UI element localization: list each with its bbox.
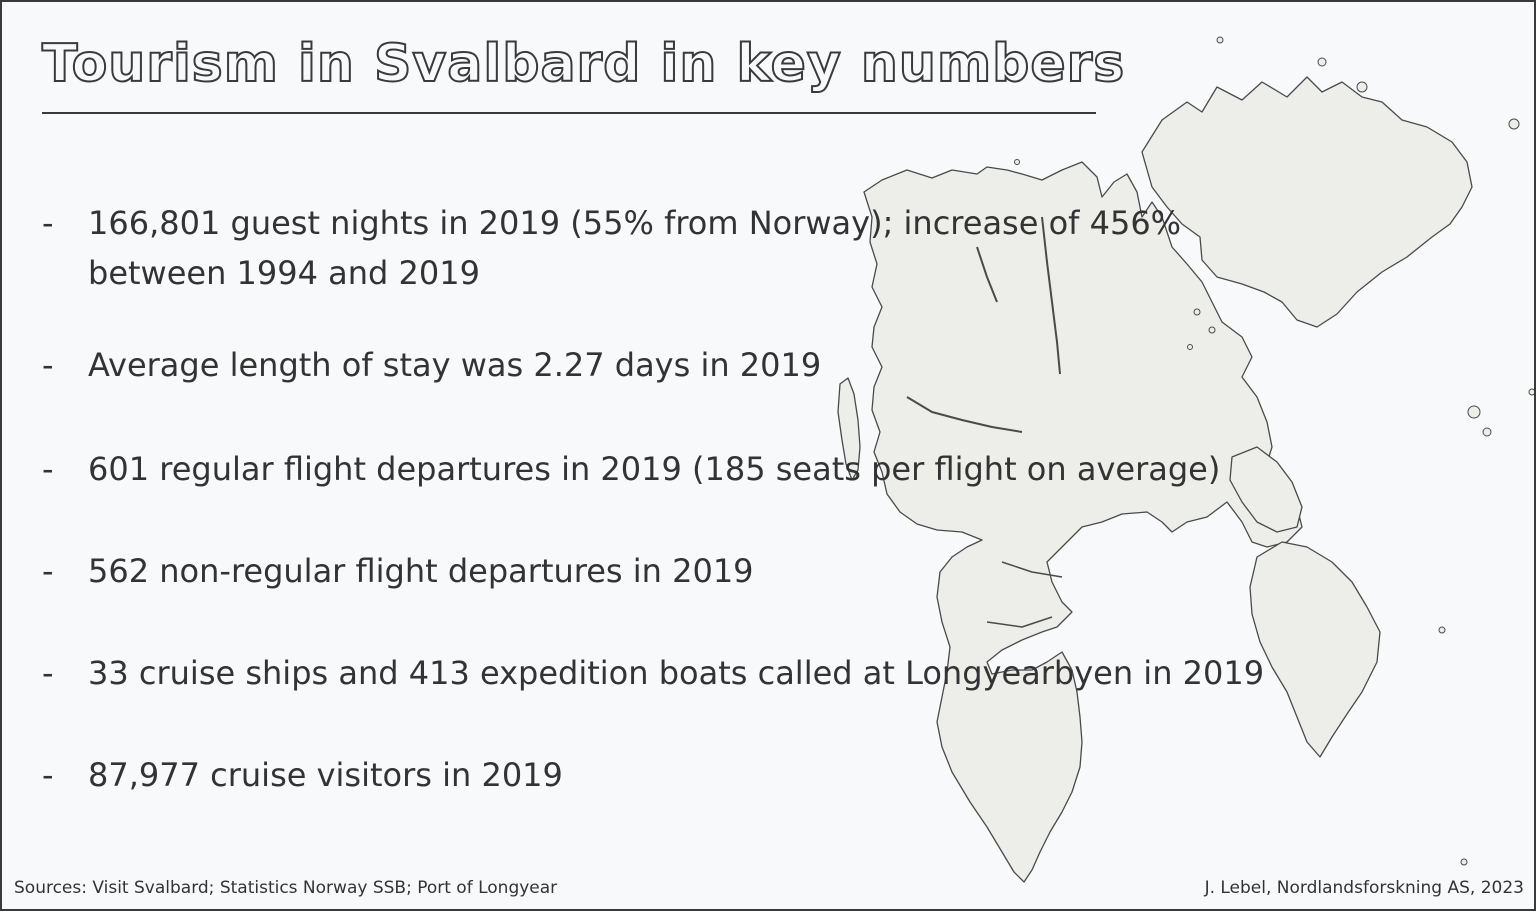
spitsbergen-island — [863, 161, 1303, 883]
list-item: - Average length of stay was 2.27 days i… — [42, 340, 821, 390]
bullet-dash: - — [42, 654, 54, 692]
fact-cruise-visitors: 87,977 cruise visitors in 2019 — [88, 756, 563, 794]
bullet-dash: - — [42, 552, 54, 590]
bullet-dash: - — [42, 450, 54, 488]
fact-non-regular-flights: 562 non-regular flight departures in 201… — [88, 552, 754, 590]
prins-karls-forland — [837, 377, 861, 481]
list-item: - 562 non-regular flight departures in 2… — [42, 546, 754, 596]
bullet-dash: - — [42, 204, 54, 242]
edgeoya-island — [1249, 541, 1381, 758]
list-item: - 166,801 guest nights in 2019 (55% from… — [42, 198, 1238, 298]
list-item: - 33 cruise ships and 413 expedition boa… — [42, 648, 1264, 698]
fact-cruise-ships: 33 cruise ships and 413 expedition boats… — [88, 654, 1265, 692]
list-item: - 601 regular flight departures in 2019 … — [42, 444, 1220, 494]
title-underline — [42, 112, 1096, 114]
list-item: - 87,977 cruise visitors in 2019 — [42, 750, 563, 800]
fact-guest-nights: 166,801 guest nights in 2019 (55% from N… — [88, 204, 1182, 292]
bullet-dash: - — [42, 346, 54, 384]
author-credit: J. Lebel, Nordlandsforskning AS, 2023 — [1204, 878, 1524, 898]
fact-regular-flights: 601 regular flight departures in 2019 (1… — [88, 450, 1221, 488]
barentsoya-island — [1229, 446, 1303, 533]
sources-footnote: Sources: Visit Svalbard; Statistics Norw… — [14, 878, 558, 898]
fact-length-of-stay: Average length of stay was 2.27 days in … — [88, 346, 822, 384]
page-title: Tourism in Svalbard in key numbers — [41, 33, 1126, 95]
nordaustlandet-island — [1141, 76, 1473, 328]
bullet-dash: - — [42, 756, 54, 794]
